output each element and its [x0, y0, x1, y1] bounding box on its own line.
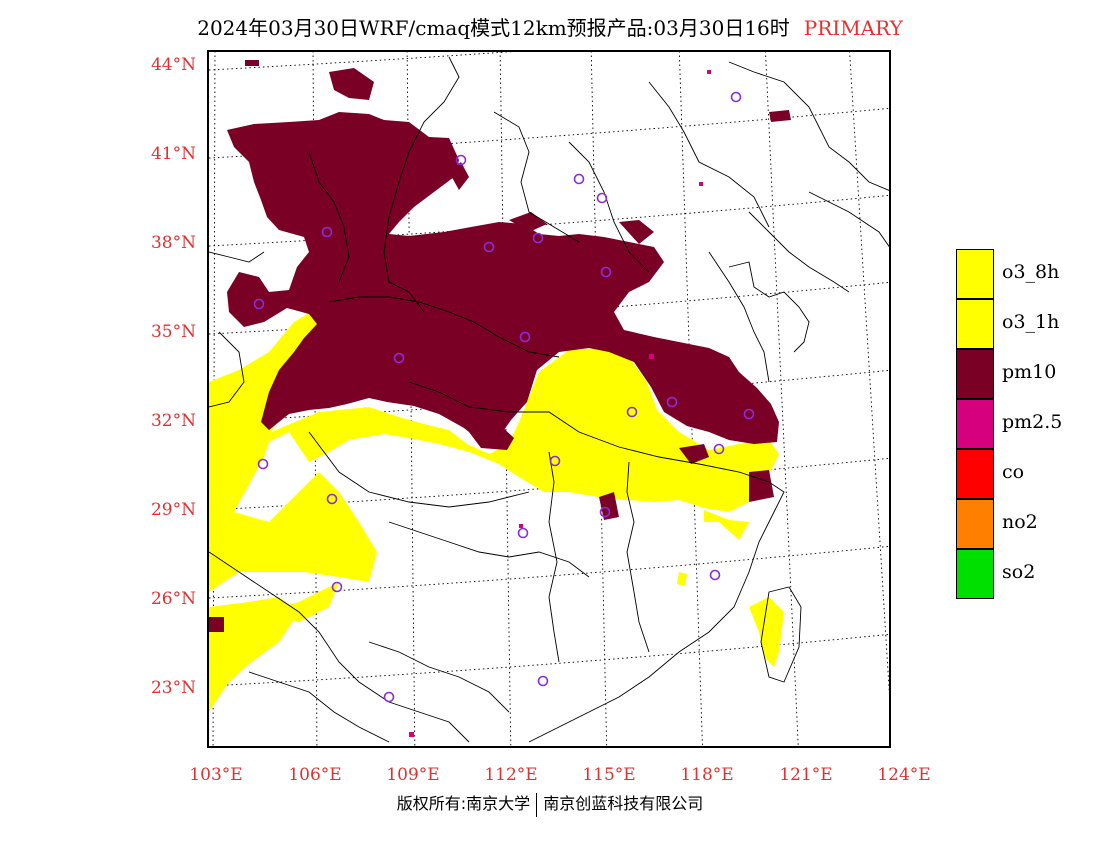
pm25-areas: [409, 70, 711, 737]
copyright-right: 南京创蓝科技有限公司: [543, 794, 704, 813]
lat-label: 35°N: [150, 322, 196, 342]
legend-swatch: [956, 399, 994, 449]
lon-label: 103°E: [189, 765, 243, 785]
lat-label: 23°N: [150, 678, 196, 698]
lat-label: 44°N: [150, 55, 196, 75]
legend-swatch: [956, 249, 994, 299]
lon-label: 106°E: [288, 765, 342, 785]
legend-label: o3_8h: [1002, 261, 1060, 283]
title-tag: PRIMARY: [803, 16, 903, 40]
legend-swatch: [956, 499, 994, 549]
footer-divider: [536, 792, 538, 817]
copyright-footer: 版权所有:南京大学 南京创蓝科技有限公司: [0, 790, 1100, 817]
legend-swatch: [956, 349, 994, 399]
pm10-areas: [209, 60, 791, 632]
copyright-left: 版权所有:南京大学: [396, 794, 531, 813]
lat-label: 26°N: [150, 589, 196, 609]
legend-label: no2: [1002, 511, 1038, 533]
map-canvas: [209, 52, 889, 746]
legend-label: co: [1002, 461, 1025, 483]
map-title: 2024年03月30日WRF/cmaq模式12km预报产品:03月30日16时 P…: [0, 12, 1100, 41]
lon-label: 115°E: [582, 765, 636, 785]
legend-swatch: [956, 299, 994, 349]
lat-label: 41°N: [150, 144, 196, 164]
legend-swatch: [956, 449, 994, 499]
legend-label: so2: [1002, 561, 1036, 583]
forecast-map: [207, 50, 891, 748]
legend-swatch: [956, 549, 994, 599]
lat-label: 38°N: [150, 233, 196, 253]
legend-label: pm10: [1002, 361, 1057, 383]
station-markers: [253, 91, 755, 703]
lon-label: 118°E: [680, 765, 734, 785]
title-text: 2024年03月30日WRF/cmaq模式12km预报产品:03月30日16时: [197, 16, 790, 40]
province-boundaries: [209, 56, 889, 743]
lon-label: 112°E: [484, 765, 538, 785]
o3-areas: [209, 307, 784, 712]
lat-label: 29°N: [150, 500, 196, 520]
lon-label: 121°E: [779, 765, 833, 785]
lon-label: 109°E: [386, 765, 440, 785]
legend-label: o3_1h: [1002, 311, 1060, 333]
legend-label: pm2.5: [1002, 411, 1063, 433]
lat-label: 32°N: [150, 411, 196, 431]
lon-label: 124°E: [877, 765, 931, 785]
